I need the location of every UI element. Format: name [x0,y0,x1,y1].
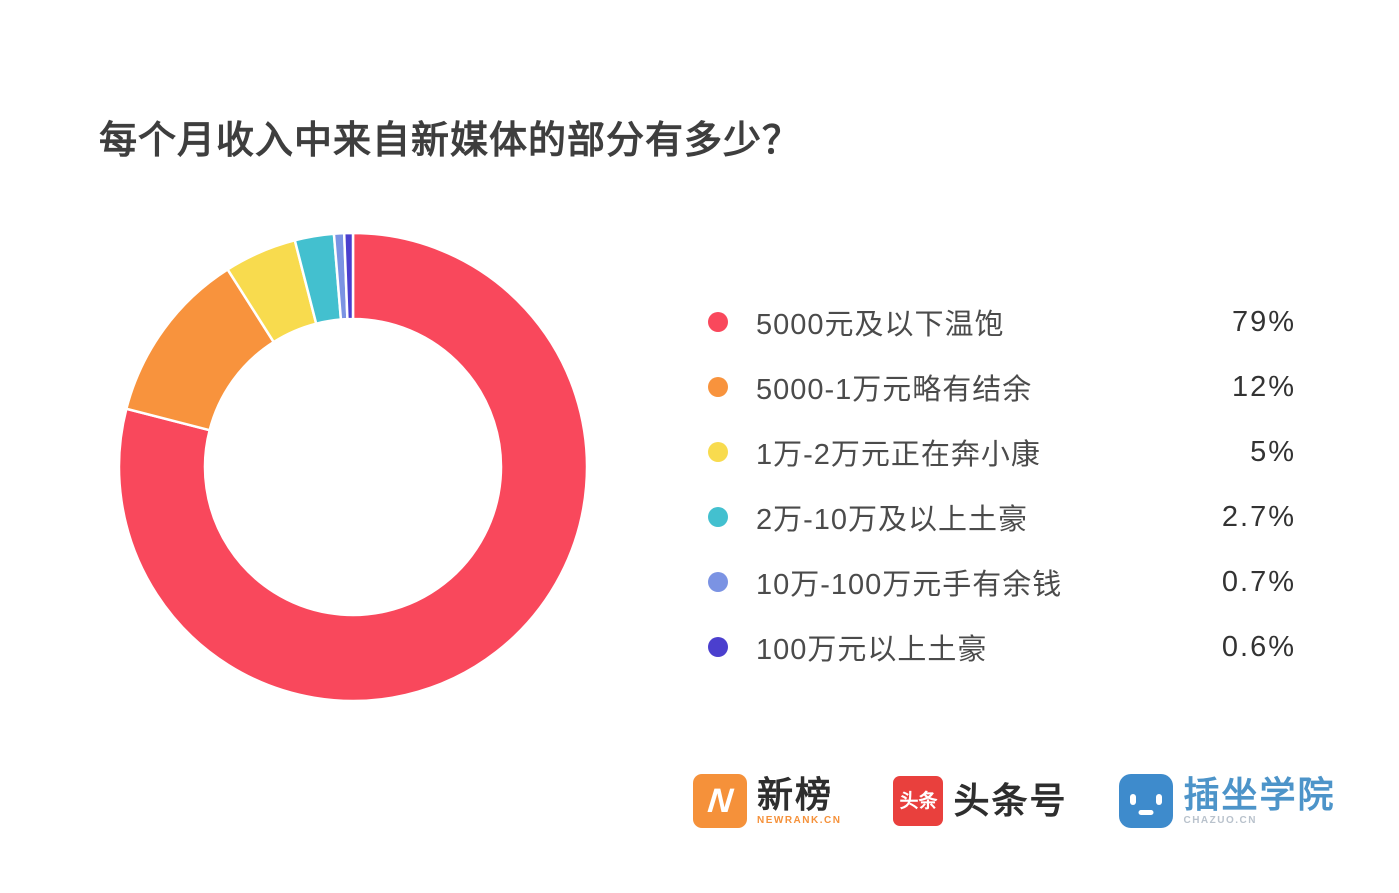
chazuo-domain-text: CHAZUO.CN [1183,815,1257,827]
toutiao-logo: 头条 头条号 [893,776,1067,826]
legend-item: 2万-10万及以上土豪 2.7% [708,497,1296,537]
legend-value: 2.7% [1221,500,1296,533]
page-title: 每个月收入中来自新媒体的部分有多少？ [99,120,802,163]
legend-color-dot [708,377,728,397]
legend-item: 5000-1万元略有结余 12% [708,367,1296,407]
footer-logos: N 新榜 NEWRANK.CN 头条 头条号 插坐学院 CHAZUO.CN [693,774,1335,828]
legend-color-dot [708,572,728,592]
legend-color-dot [708,312,728,332]
legend-label: 5000元及以下温饱 [756,309,1005,341]
legend-item: 100万元以上土豪 0.6% [708,627,1296,667]
donut-slice [342,231,355,321]
legend-value: 0.7% [1221,565,1296,598]
legend-value: 79% [1231,305,1296,338]
toutiao-badge-glyph: 头条 [899,790,938,812]
legend-label: 100万元以上土豪 [756,634,988,666]
legend-color-dot [708,637,728,657]
newrank-badge-icon: N [693,774,747,828]
newrank-domain-text: NEWRANK.CN [757,815,842,827]
newrank-n-glyph: N [705,782,735,820]
chazuo-logo: 插坐学院 CHAZUO.CN [1119,774,1335,828]
toutiao-brand-text: 头条号 [953,780,1068,822]
newrank-logo: N 新榜 NEWRANK.CN [693,774,841,828]
legend-item: 5000元及以下温饱 79% [708,302,1296,342]
legend-value: 12% [1231,370,1296,403]
legend-item: 10万-100万元手有余钱 0.7% [708,562,1296,602]
legend-value: 0.6% [1221,630,1296,663]
legend-label: 2万-10万及以上土豪 [756,504,1029,536]
legend-label: 1万-2万元正在奔小康 [756,439,1041,471]
donut-chart-svg [117,231,589,703]
chazuo-badge-face-icon [1119,774,1174,828]
legend-item: 1万-2万元正在奔小康 5% [708,432,1296,472]
chart-legend: 5000元及以下温饱 79% 5000-1万元略有结余 12% 1万-2万元正在… [708,302,1296,692]
newrank-brand-text: 新榜 [757,773,834,815]
legend-label: 10万-100万元手有余钱 [756,569,1063,601]
legend-color-dot [708,507,728,527]
legend-label: 5000-1万元略有结余 [756,374,1033,406]
chazuo-face-icon [1119,774,1173,828]
toutiao-badge-icon: 头条 [893,776,944,826]
donut-chart [103,217,603,717]
legend-color-dot [708,442,728,462]
legend-value: 5% [1250,435,1296,468]
chazuo-brand-text: 插坐学院 [1183,773,1336,815]
donut-slice [117,231,589,703]
